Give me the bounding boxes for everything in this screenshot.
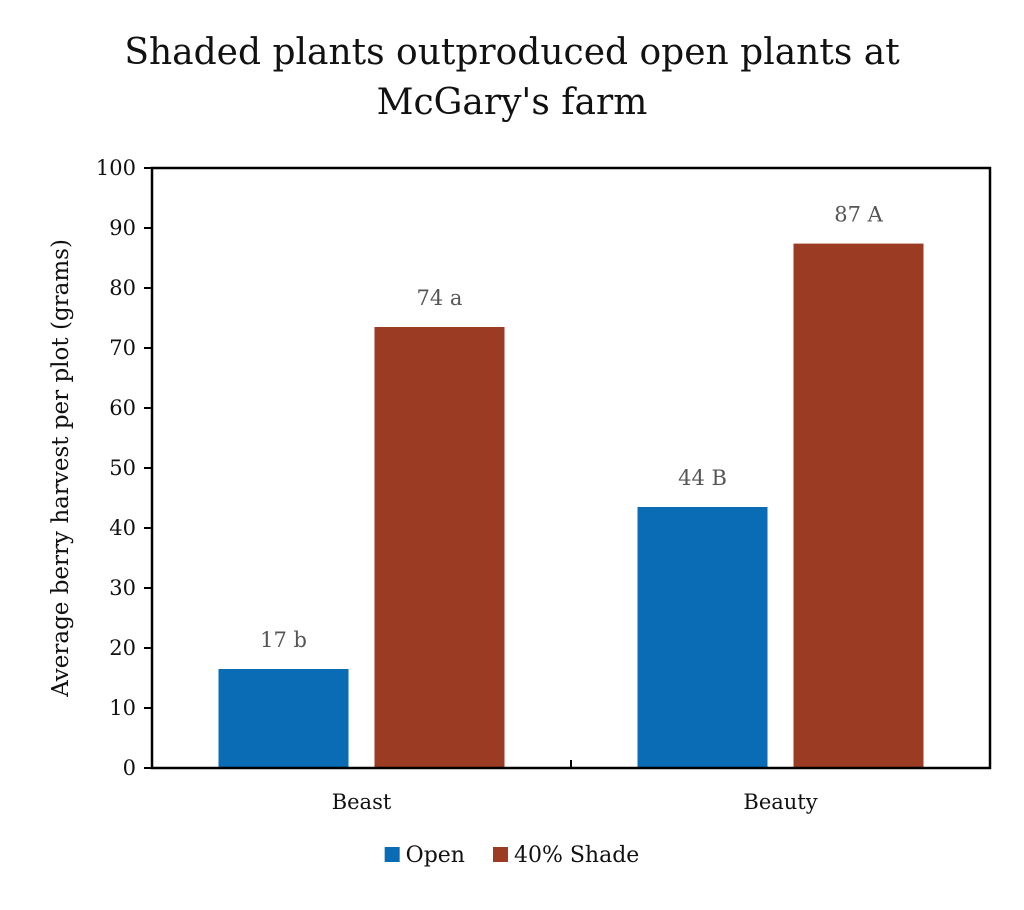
data-label-beauty-40-shade: 87 A [834,203,883,227]
chart-title-line-2: McGary's farm [376,82,648,123]
y-axis-title: Average berry harvest per plot (grams) [48,239,74,698]
y-tick-label: 70 [109,336,136,360]
x-tick-label-beast: Beast [332,790,392,814]
chart-title-line-1: Shaded plants outproduced open plants at [124,32,900,73]
y-tick-label: 30 [109,576,136,600]
bar-beauty-open [637,507,768,768]
legend-label-open: Open [406,843,465,868]
y-tick-label: 40 [109,516,136,540]
bar-beauty-40-shade [793,243,924,769]
data-label-beast-open: 17 b [260,628,307,652]
legend-swatch-40-shade [492,847,508,862]
legend-label-40-shade: 40% Shade [514,843,639,868]
bar-beast-40-shade [374,327,505,768]
x-tick-label-beauty: Beauty [743,790,817,814]
y-tick-label: 10 [109,696,136,720]
y-tick-label: 50 [109,456,136,480]
y-tick-label: 60 [109,396,136,420]
data-label-beauty-open: 44 B [678,466,727,490]
bar-beast-open [218,669,349,768]
data-label-beast-40-shade: 74 a [417,286,463,310]
chart-title: Shaded plants outproduced open plants at… [0,28,1024,128]
y-tick-label: 100 [96,156,136,180]
y-tick-label: 90 [109,216,136,240]
y-tick-label: 80 [109,276,136,300]
y-tick-label: 20 [109,636,136,660]
y-tick-label: 0 [123,756,136,780]
legend-swatch-open [384,847,400,862]
